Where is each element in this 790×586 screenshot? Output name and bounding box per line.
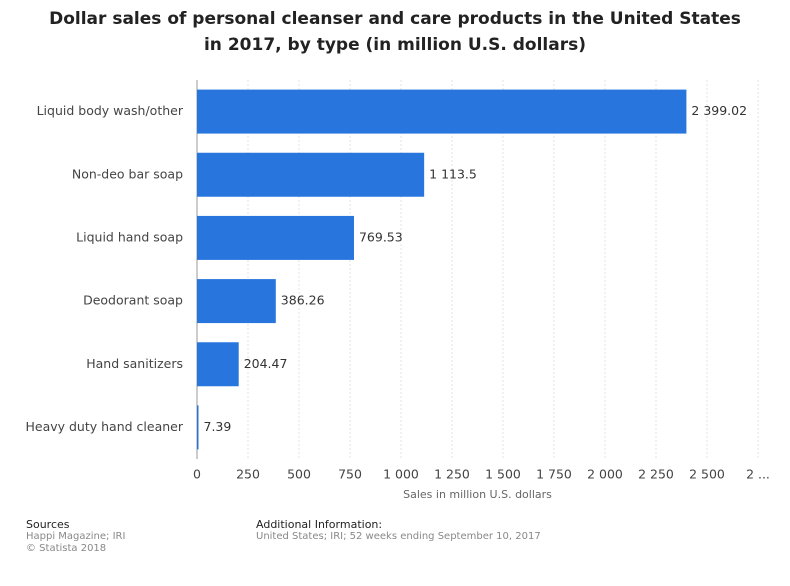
info-title: Additional Information: [256, 518, 383, 531]
y-tick-label: Heavy duty hand cleaner [25, 419, 183, 434]
x-tick-label: 2 ... [746, 467, 770, 482]
x-tick-label: 750 [338, 467, 362, 482]
source: Happi Magazine; IRI [26, 531, 126, 542]
y-tick-label: Liquid body wash/other [37, 103, 184, 118]
y-tick-label: Liquid hand soap [76, 229, 183, 244]
sources-title: Sources [26, 518, 70, 531]
value-label: 7.39 [204, 419, 232, 434]
source: © Statista 2018 [26, 543, 107, 554]
x-tick-label: 1 000 [383, 467, 419, 482]
bar [197, 215, 354, 260]
x-tick-label: 2 000 [587, 467, 623, 482]
x-tick-label: 2 500 [689, 467, 725, 482]
chart-title: Dollar sales of personal cleanser and ca… [49, 9, 741, 55]
x-tick-label: 1 250 [434, 467, 470, 482]
x-tick-label: 0 [193, 467, 201, 482]
info: United States; IRI; 52 weeks ending Sept… [256, 531, 541, 542]
value-label: 1 113.5 [429, 166, 477, 181]
x-tick-label: 250 [236, 467, 260, 482]
y-tick-label: Deodorant soap [83, 293, 183, 308]
bar [197, 342, 239, 387]
value-label: 204.47 [244, 356, 288, 371]
x-tick-label: 1 500 [485, 467, 521, 482]
x-axis-label: Sales in million U.S. dollars [403, 488, 552, 501]
bar [197, 279, 276, 324]
bar [197, 152, 425, 197]
bar [197, 405, 199, 450]
value-label: 2 399.02 [691, 103, 747, 118]
x-tick-label: 2 250 [638, 467, 674, 482]
x-tick-label: 500 [287, 467, 311, 482]
value-label: 386.26 [281, 293, 325, 308]
value-label: 769.53 [359, 229, 403, 244]
y-tick-label: Hand sanitizers [86, 356, 183, 371]
bar [197, 89, 687, 134]
x-tick-label: 1 750 [536, 467, 572, 482]
y-tick-label: Non-deo bar soap [72, 166, 183, 181]
